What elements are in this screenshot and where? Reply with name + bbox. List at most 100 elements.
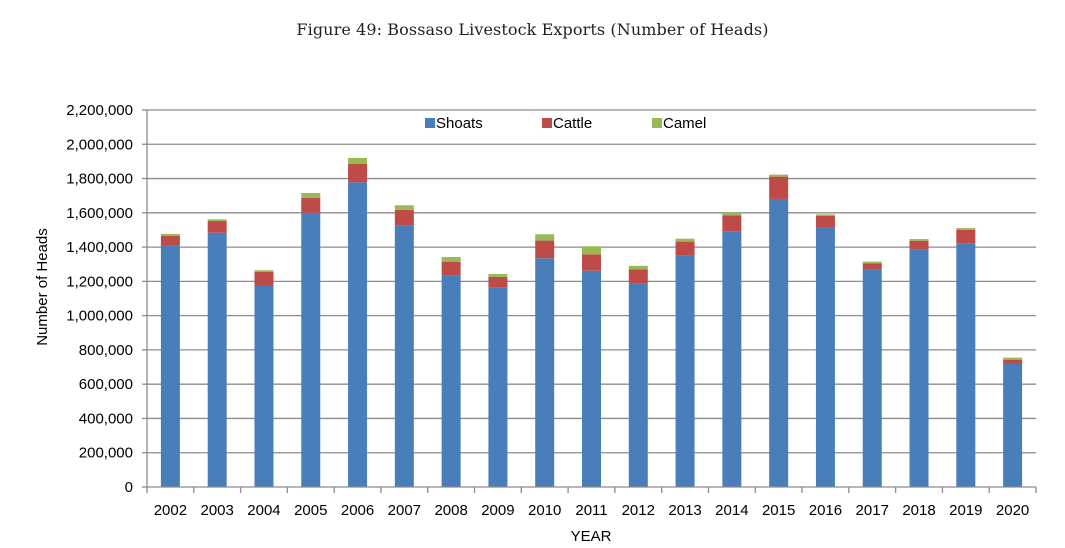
bar-cattle-2016 — [815, 215, 835, 228]
x-tick-label: 2018 — [902, 502, 935, 519]
bar-camel-2017 — [862, 261, 882, 264]
bar-camel-2018 — [909, 239, 929, 241]
bar-camel-2016 — [815, 214, 835, 216]
bar-cattle-2014 — [722, 215, 742, 232]
bar-cattle-2015 — [769, 176, 789, 199]
x-tick-label: 2003 — [200, 502, 233, 519]
bar-cattle-2017 — [862, 263, 882, 270]
y-tick-label: 1,800,000 — [66, 171, 133, 188]
bar-camel-2008 — [441, 257, 461, 262]
bar-shoats-2012 — [628, 283, 648, 487]
y-tick-label: 1,200,000 — [66, 273, 133, 290]
x-tick-label: 2007 — [388, 502, 421, 519]
y-tick-label: 200,000 — [79, 445, 133, 462]
bar-cattle-2007 — [394, 209, 414, 226]
legend-item-shoats: Shoats — [425, 115, 483, 132]
x-tick-label: 2010 — [528, 502, 561, 519]
legend-swatch — [542, 118, 552, 128]
bar-cattle-2009 — [488, 276, 508, 288]
bar-camel-2006 — [348, 157, 368, 164]
bar-camel-2005 — [301, 192, 321, 198]
bar-camel-2014 — [722, 212, 742, 216]
bars — [160, 157, 1023, 487]
bar-cattle-2008 — [441, 261, 461, 276]
y-tick-label: 800,000 — [79, 342, 133, 359]
bar-shoats-2013 — [675, 255, 695, 487]
bar-shoats-2004 — [254, 285, 274, 487]
x-tick-label: 2009 — [481, 502, 514, 519]
y-tick-label: 2,000,000 — [66, 136, 133, 153]
bar-cattle-2019 — [956, 229, 976, 244]
y-tick-label: 1,400,000 — [66, 239, 133, 256]
bar-shoats-2018 — [909, 249, 929, 487]
bar-cattle-2006 — [348, 163, 368, 183]
bar-shoats-2019 — [956, 243, 976, 487]
bar-shoats-2007 — [394, 225, 414, 487]
legend-label: Cattle — [553, 115, 592, 132]
bar-cattle-2018 — [909, 240, 929, 250]
x-tick-label: 2020 — [996, 502, 1029, 519]
bar-camel-2020 — [1003, 357, 1023, 360]
x-tick-label: 2013 — [668, 502, 701, 519]
bar-cattle-2011 — [582, 254, 601, 271]
bar-shoats-2005 — [301, 212, 321, 487]
bar-cattle-2002 — [160, 235, 180, 246]
y-tick-label: 0 — [125, 479, 133, 496]
bar-camel-2013 — [675, 238, 695, 242]
legend-label: Shoats — [436, 115, 483, 132]
y-tick-label: 2,200,000 — [66, 102, 133, 119]
x-tick-label: 2019 — [949, 502, 982, 519]
bar-camel-2007 — [394, 205, 414, 210]
legend-swatch — [652, 118, 662, 128]
x-tick-label: 2011 — [575, 502, 607, 519]
x-tick-label: 2015 — [762, 502, 795, 519]
legend-item-camel: Camel — [652, 115, 706, 132]
bar-cattle-2012 — [628, 269, 648, 284]
x-axis-title: YEAR — [571, 528, 612, 545]
bar-shoats-2014 — [722, 231, 742, 487]
bar-cattle-2004 — [254, 271, 274, 286]
legend-item-cattle: Cattle — [542, 115, 592, 132]
axes — [142, 109, 1037, 493]
y-tick-label: 600,000 — [79, 376, 133, 393]
bar-camel-2009 — [488, 273, 508, 277]
x-tick-label: 2004 — [247, 502, 280, 519]
figure-title: Figure 49: Bossaso Livestock Exports (Nu… — [296, 20, 769, 39]
x-tick-label: 2016 — [809, 502, 842, 519]
bar-shoats-2016 — [815, 227, 835, 487]
bar-camel-2019 — [956, 228, 976, 230]
bar-shoats-2015 — [769, 198, 789, 487]
bar-camel-2015 — [769, 174, 789, 177]
x-tick-label: 2012 — [622, 502, 655, 519]
bar-camel-2010 — [535, 234, 555, 241]
bar-cattle-2010 — [535, 240, 555, 259]
bar-cattle-2013 — [675, 241, 695, 256]
bar-camel-2003 — [207, 219, 227, 222]
y-axis-title: Number of Heads — [34, 228, 51, 346]
bar-shoats-2011 — [582, 270, 601, 487]
bar-cattle-2020 — [1003, 359, 1023, 364]
bar-shoats-2008 — [441, 275, 461, 487]
bar-shoats-2020 — [1003, 363, 1023, 487]
bar-cattle-2003 — [207, 221, 227, 233]
bar-cattle-2005 — [301, 197, 321, 213]
x-tick-label: 2005 — [294, 502, 327, 519]
x-tick-label: 2017 — [856, 502, 889, 519]
bar-shoats-2003 — [207, 232, 227, 487]
y-tick-labels: 0 200,000 400,000 600,000 800,000 1,000,000 1,… — [66, 102, 133, 496]
x-tick-label: 2014 — [715, 502, 748, 519]
bar-shoats-2010 — [535, 258, 555, 487]
bar-camel-2011 — [582, 246, 601, 255]
x-tick-labels: 2002 2003 2004 2005 2006 2007 2008 2009 2010 2011… — [154, 502, 1030, 519]
bar-shoats-2009 — [488, 287, 508, 487]
x-tick-label: 2006 — [341, 502, 374, 519]
legend-label: Camel — [663, 115, 706, 132]
y-tick-label: 400,000 — [79, 410, 133, 427]
legend: Shoats Cattle Camel — [425, 115, 706, 132]
x-tick-label: 2002 — [154, 502, 187, 519]
bar-camel-2002 — [160, 233, 180, 236]
y-tick-label: 1,000,000 — [66, 308, 133, 325]
x-tick-label: 2008 — [434, 502, 467, 519]
bar-shoats-2002 — [160, 245, 180, 487]
